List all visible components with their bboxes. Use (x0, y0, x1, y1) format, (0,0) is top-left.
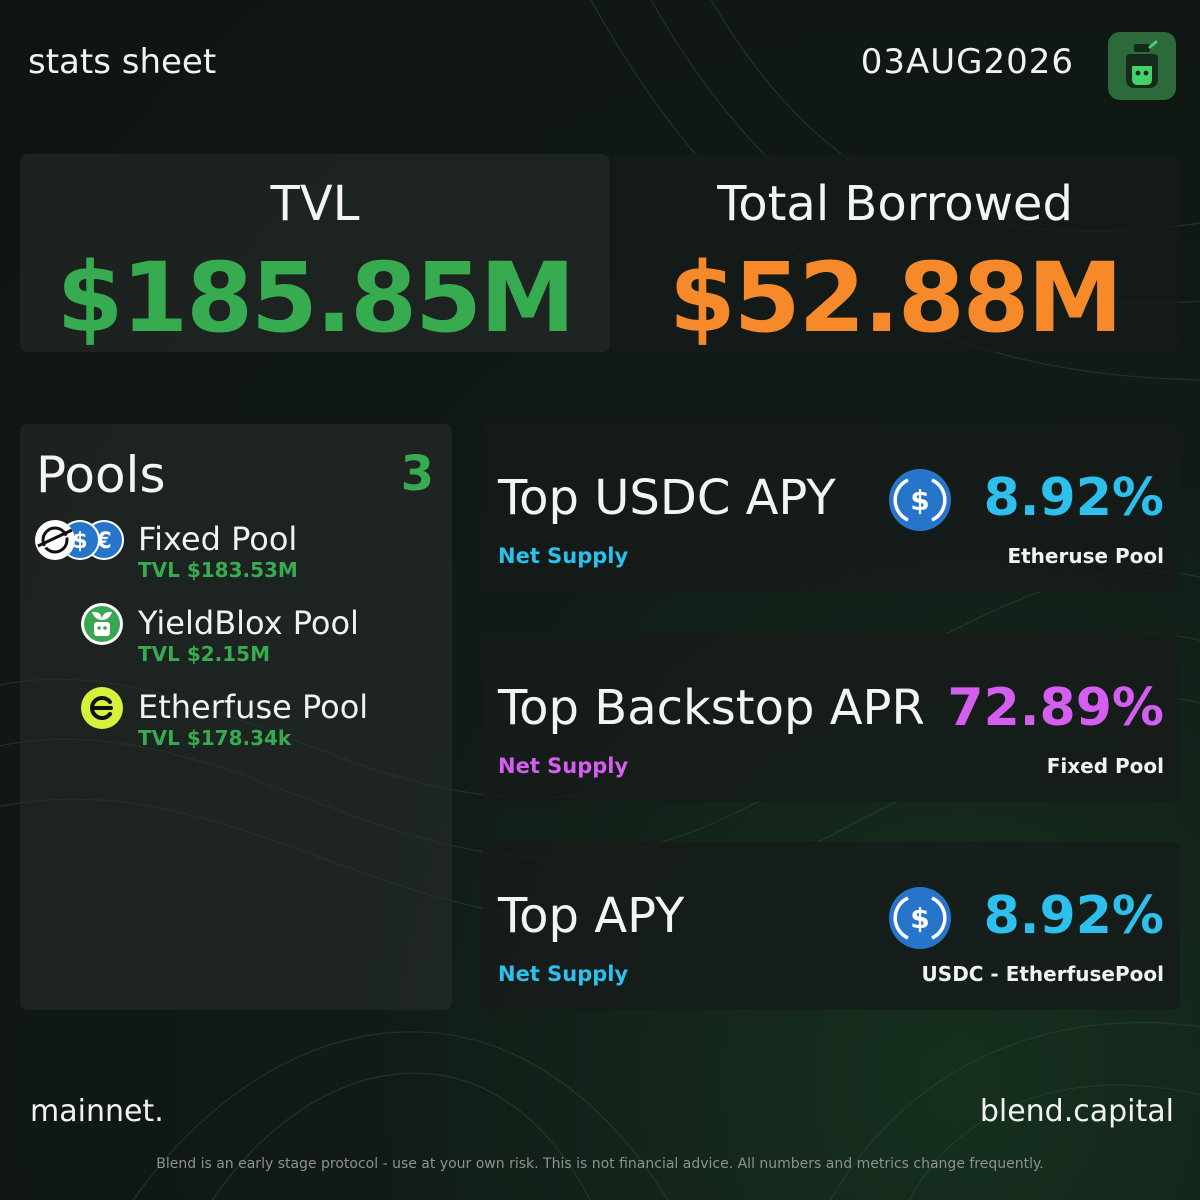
pool-item-yieldblox[interactable]: YieldBlox Pool TVL $2.15M (34, 602, 434, 672)
svg-text:$: $ (910, 484, 929, 517)
stat-title: Top USDC APY (498, 470, 836, 526)
network-label: mainnet. (30, 1094, 164, 1129)
yieldblox-icon (81, 603, 123, 645)
stat-pool: USDC - EtherfusePool (921, 962, 1164, 986)
tvl-card: TVL $185.85M (20, 154, 610, 354)
stat-title: Top APY (498, 888, 685, 944)
pool-tvl: TVL $2.15M (138, 642, 270, 666)
stat-value: 72.89% (947, 678, 1164, 738)
borrowed-value: $52.88M (669, 242, 1123, 354)
pool-name: YieldBlox Pool (138, 604, 359, 642)
stat-subtitle: Net Supply (498, 962, 629, 986)
disclaimer: Blend is an early stage protocol - use a… (156, 1156, 1044, 1172)
etherfuse-icon (81, 687, 123, 729)
usdc-icon: $ (889, 887, 951, 949)
stat-pool: Fixed Pool (1046, 754, 1164, 778)
pool-name: Etherfuse Pool (138, 688, 369, 726)
pool-tvl: TVL $178.34k (138, 726, 292, 750)
stat-card-top-backstop-apr: Top Backstop APR 72.89% Net Supply Fixed… (482, 634, 1180, 802)
stat-title: Top Backstop APR (498, 680, 925, 736)
stellar-usdc-eurc-icons: € $ (35, 520, 124, 560)
usdc-icon: $ (889, 469, 951, 531)
potion-bottle-icon (1108, 32, 1176, 100)
sheet-date: 03AUG2026 (860, 42, 1074, 82)
borrowed-card: Total Borrowed $52.88M (612, 154, 1178, 354)
sheet-title: stats sheet (28, 42, 217, 82)
pool-item-etherfuse[interactable]: Etherfuse Pool TVL $178.34k (34, 686, 434, 756)
pools-card: Pools 3 € $ Fixed Pool TVL $183.53M Yiel… (20, 424, 452, 1010)
svg-text:$: $ (72, 529, 87, 554)
svg-text:$: $ (910, 902, 929, 935)
pool-item-fixed[interactable]: € $ Fixed Pool TVL $183.53M (34, 518, 434, 588)
site-link[interactable]: blend.capital (979, 1094, 1174, 1129)
stat-card-top-apy: Top APY $ 8.92% Net Supply USDC - Etherf… (482, 842, 1180, 1010)
stat-pool: Etheruse Pool (1007, 544, 1164, 568)
stat-card-top-usdc-apy: Top USDC APY $ 8.92% Net Supply Etheruse… (482, 424, 1180, 592)
pool-tvl: TVL $183.53M (138, 558, 298, 582)
pools-count: 3 (400, 446, 434, 502)
pool-name: Fixed Pool (138, 520, 298, 558)
tvl-value: $185.85M (56, 242, 576, 354)
borrowed-label: Total Borrowed (717, 176, 1073, 232)
stat-value: 8.92% (983, 886, 1164, 946)
stat-subtitle: Net Supply (498, 754, 629, 778)
stat-value: 8.92% (983, 468, 1164, 528)
pools-title: Pools (36, 446, 166, 504)
tvl-label: TVL (270, 176, 360, 232)
stat-subtitle: Net Supply (498, 544, 629, 568)
